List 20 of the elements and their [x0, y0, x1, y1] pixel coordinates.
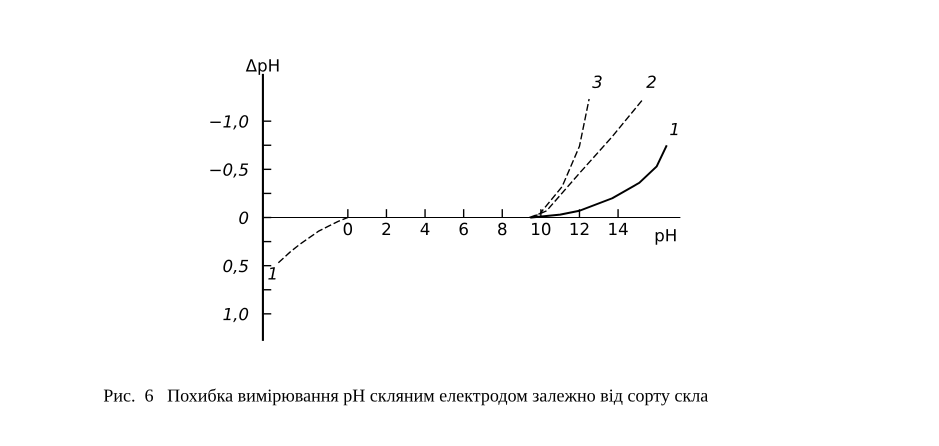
series-label: 1	[670, 122, 678, 136]
x-tick-label: 10	[532, 222, 550, 236]
series-label: 3	[592, 76, 602, 88]
y-tick-label: 0,5	[223, 260, 248, 274]
series-label: 1	[268, 267, 276, 280]
series-label: 2	[646, 76, 656, 88]
y-tick-label: −1,0	[210, 115, 248, 130]
x-tick-label: 12	[570, 222, 588, 236]
y-tick-label: −0,5	[210, 163, 248, 178]
x-tick-label: 0	[344, 222, 352, 236]
text: Рис. 6 Похибка вимірювання pH скляним електродом залежно від сорту скла	[104, 388, 708, 406]
x-axis-title: pH	[656, 229, 676, 245]
x-tick-label: 6	[460, 222, 468, 236]
y-axis-title: ΔpH	[246, 59, 279, 75]
y-tick-label: 0	[239, 211, 248, 224]
x-tick-label: 2	[382, 222, 390, 236]
x-tick-label: 4	[420, 222, 430, 236]
y-tick-label: 1,0	[223, 308, 248, 322]
x-tick-label: 8	[498, 222, 506, 236]
x-tick-label: 14	[609, 222, 628, 236]
